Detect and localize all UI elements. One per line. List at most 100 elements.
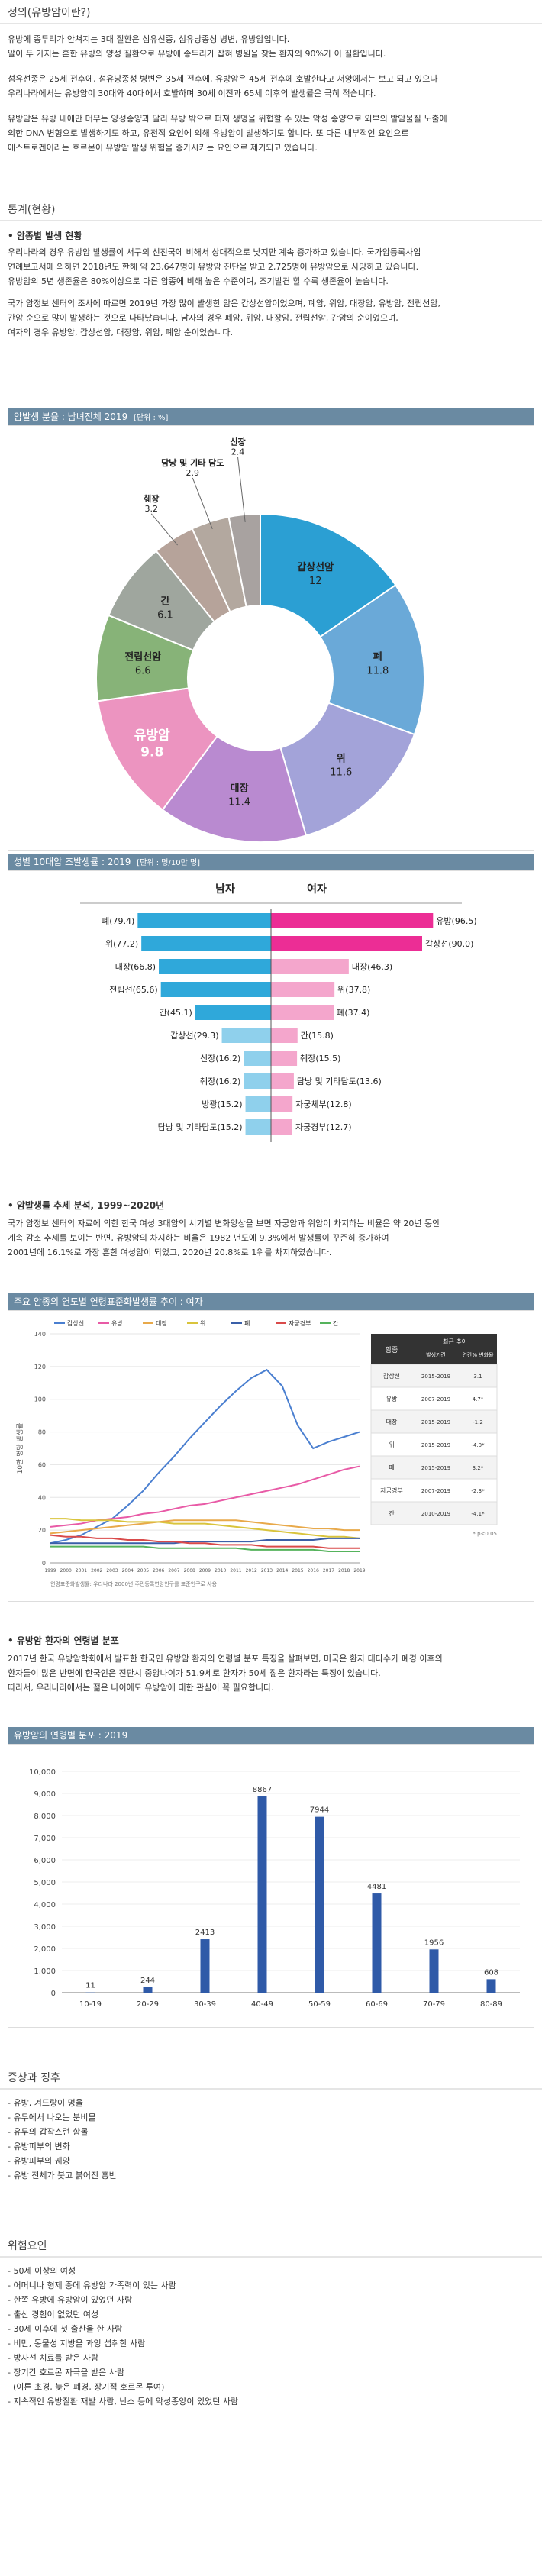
paragraph-line: 우리나라에서는 유방암이 30대와 40대에서 호발하며 30세 이전과 65세… xyxy=(8,89,376,98)
sex-bar-block: 성별 10대암 조발생률 : 2019 [단위 : 명/10만 명] 남자 여자 폐… xyxy=(0,854,542,1173)
list-item: - 한쪽 유방에 유방암이 있었던 사람 xyxy=(8,2295,133,2305)
male-bar-label: 방광(15.2) xyxy=(202,1099,242,1109)
symptoms-list: - 유방, 겨드랑이 멍울 - 유두에서 나오는 분비물 - 유두의 갑작스런 … xyxy=(0,2090,542,2183)
table-header-bg xyxy=(371,1334,497,1364)
male-bar xyxy=(160,982,271,997)
list-item: - 유방, 겨드랑이 멍울 xyxy=(8,2098,83,2108)
table-cell: 2007-2019 xyxy=(421,1488,450,1494)
risk-list: - 50세 이상의 여성 - 어머니나 형제 중에 유방암 가족력이 있는 사람… xyxy=(0,2258,542,2409)
donut-chart-block: 암발생 분율 : 남녀전체 2019 [단위 : %] 갑상선암 12 폐 11.8 위… xyxy=(0,408,542,851)
male-bar-label: 간(45.1) xyxy=(160,1008,192,1018)
trend-section: • 암발생률 추세 분석, 1999~2020년 국가 암정보 센터의 자료에 … xyxy=(0,1199,542,1260)
chart-unit: [단위 : %] xyxy=(134,414,169,422)
y-tick-label: 0 xyxy=(42,1560,46,1567)
x-tick-label: 2007 xyxy=(168,1568,179,1574)
slice-value: 2.9 xyxy=(186,468,200,478)
symptoms-section: 증상과 징후 - 유방, 겨드랑이 멍울 - 유두에서 나오는 분비물 - 유두… xyxy=(0,2065,542,2183)
paragraph-line: 계속 감소 추세를 보이는 반면, 유방암의 차지하는 비율은 1982 년도에… xyxy=(8,1233,389,1243)
x-tick-label: 70-79 xyxy=(423,2000,445,2009)
paragraph-line: 의한 DNA 변형으로 발생하기도 하고, 유전적 요인에 의해 유방암이 발생… xyxy=(8,128,409,138)
series-line xyxy=(50,1519,360,1535)
x-tick-label: 2005 xyxy=(137,1568,149,1574)
y-tick-label: 5,000 xyxy=(34,1879,56,1887)
pie-slice xyxy=(260,512,397,638)
legend-label: 갑상선 xyxy=(67,1319,84,1327)
table-cell: 2015-2019 xyxy=(421,1465,450,1471)
table-cell: 자궁경부 xyxy=(380,1487,402,1494)
definition-text: 유방에 종두리가 안쳐지는 3대 질환은 섬유선종, 섬유낭종성 병변, 유방암… xyxy=(0,24,542,155)
age-bar-block: 유방암의 연령별 분포 : 2019 0 1,000 2,000 3,000 4,000… xyxy=(0,1727,542,2028)
table-header: 최근 추이 xyxy=(443,1338,467,1345)
female-bar xyxy=(271,936,422,951)
list-item: - 30세 이후에 첫 출산을 한 사람 xyxy=(8,2324,123,2334)
slice-label: 담낭 및 기타 담도 xyxy=(161,457,224,468)
list-item: - 유방피부의 변화 xyxy=(8,2142,70,2152)
x-tick-label: 2016 xyxy=(308,1568,319,1574)
divider xyxy=(0,2088,542,2090)
slice-label: 신장 xyxy=(230,436,245,447)
male-bar-label: 위(77.2) xyxy=(105,939,138,949)
x-tick-label: 2012 xyxy=(246,1568,257,1574)
table-cell: 2015-2019 xyxy=(421,1419,450,1425)
paragraph-line: 연례보고서에 의하면 2018년도 한해 약 23,647명이 유방암 진단을 … xyxy=(8,262,419,272)
paragraph-line: 유방암은 유방 내에만 머무는 양성종양과 달리 유방 밖으로 퍼져 생명을 위… xyxy=(8,114,447,124)
list-item: - 유방 전체가 붓고 붉어진 홍반 xyxy=(8,2171,117,2181)
table-row xyxy=(370,1409,498,1434)
legend-label: 위 xyxy=(200,1320,205,1327)
male-header: 남자 xyxy=(215,883,235,896)
paragraph-line: 유방암의 5년 생존율은 80%이상으로 다른 암종에 비해 높은 수준이며, … xyxy=(8,276,389,286)
y-tick-label: 140 xyxy=(34,1331,46,1338)
paragraph-line: 여자의 경우 유방암, 갑상선암, 대장암, 위암, 폐암 순이었습니다. xyxy=(8,328,233,337)
y-tick-label: 40 xyxy=(38,1494,46,1501)
female-bar-label: 갑상선(90.0) xyxy=(425,939,473,949)
x-tick-label: 2011 xyxy=(230,1568,241,1574)
divider xyxy=(0,23,542,24)
bar xyxy=(486,1979,496,1993)
x-tick-label: 2009 xyxy=(199,1568,211,1574)
subsection-title: • 암발생률 추세 분석, 1999~2020년 xyxy=(8,1200,165,1211)
x-tick-label: 50-59 xyxy=(308,2000,331,2009)
table-cell: 4.7* xyxy=(473,1396,484,1403)
x-tick-label: 2000 xyxy=(60,1568,72,1574)
list-item: - 유두에서 나오는 분비물 xyxy=(8,2113,96,2122)
y-tick-label: 0 xyxy=(51,1990,56,1998)
bar xyxy=(372,1893,382,1993)
paragraph-line: 간암 순으로 많이 발생하는 것으로 나타났습니다. 남자의 경우 폐암, 위암… xyxy=(8,313,398,323)
list-item: - 유두의 갑작스런 함몰 xyxy=(8,2127,89,2137)
paragraph-line: 따라서, 우리나라에서는 젊은 나이에도 유방암에 대한 관심이 꼭 필요합니다… xyxy=(8,1683,274,1693)
slice-value: 6.6 xyxy=(135,666,151,677)
series-line xyxy=(50,1465,360,1528)
male-bar xyxy=(195,1005,271,1020)
chart-title: 성별 10대암 조발생률 : 2019 xyxy=(14,857,131,867)
table-cell: -4.0* xyxy=(471,1442,485,1448)
table-cell: -2.3* xyxy=(471,1488,485,1494)
table-subheader: 연간% 변화율 xyxy=(462,1351,494,1358)
table-cell: 대장 xyxy=(386,1418,398,1425)
pie-slice xyxy=(279,702,416,837)
x-tick-label: 2008 xyxy=(184,1568,195,1574)
table-row xyxy=(370,1501,498,1525)
male-bar-label: 폐(79.4) xyxy=(102,916,134,926)
paragraph-line: 섬유선종은 25세 전후에, 섬유낭종성 병변은 35세 전후에, 유방암은 4… xyxy=(8,74,438,84)
trend-text: 국가 암정보 센터의 자료에 의한 한국 여성 3대암의 시기별 변화양상을 보… xyxy=(0,1212,542,1260)
data-label: 7944 xyxy=(310,1806,329,1815)
chart-header: 성별 10대암 조발생률 : 2019 [단위 : 명/10만 명] xyxy=(8,854,534,870)
table-row xyxy=(370,1386,498,1411)
slice-value: 3.2 xyxy=(144,504,158,514)
age-section: • 유방암 환자의 연령별 분포 2017년 한국 유방암학회에서 발표한 한국… xyxy=(0,1634,542,1695)
slice-value: 11.4 xyxy=(228,797,250,809)
list-item: - 어머니나 형제 중에 유방암 가족력이 있는 사람 xyxy=(8,2281,176,2290)
paragraph-line: 유방에 종두리가 안쳐지는 3대 질환은 섬유선종, 섬유낭종성 병변, 유방암… xyxy=(8,34,290,44)
male-header-bg xyxy=(172,877,263,900)
list-item: - 방사선 치료를 받은 사람 xyxy=(8,2353,99,2363)
table-row xyxy=(370,1432,498,1457)
leader-line xyxy=(237,457,246,523)
y-tick-label: 120 xyxy=(34,1364,46,1370)
list-item: (이른 초경, 늦은 폐경, 장기적 호르몬 투여) xyxy=(8,2382,165,2392)
x-tick-label: 2006 xyxy=(153,1568,164,1574)
x-tick-label: 20-29 xyxy=(137,2000,159,2009)
x-tick-label: 2017 xyxy=(323,1568,334,1574)
paragraph-line: 국가 암정보 센터의 자료에 의한 한국 여성 3대암의 시기별 변화양상을 보… xyxy=(8,1219,440,1228)
male-bar xyxy=(244,1051,271,1066)
chart-title: 주요 암종의 연도별 연령표준화발생률 추이 : 여자 xyxy=(14,1296,203,1307)
